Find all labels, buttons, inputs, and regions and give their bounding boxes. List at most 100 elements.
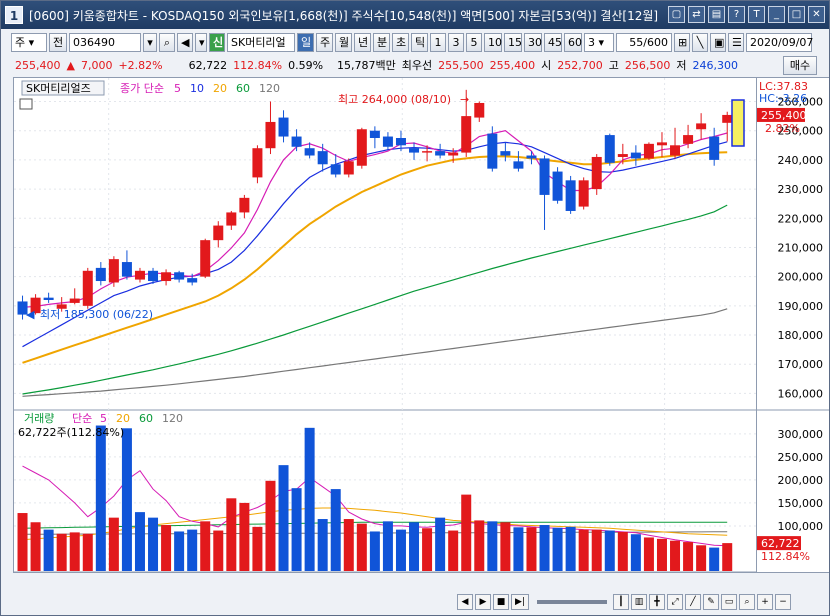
close-icon[interactable]: ✕ [808,6,825,23]
zoom-search-icon[interactable]: ⌕ [739,594,755,610]
scroll-stop-button[interactable]: ■ [493,594,509,610]
candle-body [395,138,406,146]
candle-body [643,143,654,159]
chart-type-icon[interactable]: ▥ [631,594,647,610]
interval-5[interactable]: 5 [466,32,482,52]
volume-tag-bg [757,536,801,551]
volume-bar [239,502,250,571]
calc-icon [19,98,33,110]
volume-tick-label: 300,000 [778,428,824,441]
settings-icon[interactable]: ☰ [728,32,744,52]
up-arrow-icon: ▲ [66,58,75,72]
volume-bar [317,519,328,571]
volume-last-pct-tag: 112.84% [761,550,810,563]
data-count[interactable]: 55/600 [616,32,672,52]
search-icon[interactable]: ⌕ [159,32,175,52]
crosshair-icon[interactable]: ╋ [649,594,665,610]
window-title: [0600] 키움종합차트 - KOSDAQ150 외국인보유[1,668(천)… [29,8,659,23]
ask-price: 255,500 [438,58,484,72]
last-price-tag-bg [757,107,805,122]
candle-body [422,151,433,153]
draw-line-icon[interactable]: ╲ [692,32,708,52]
period-minute[interactable]: 분 [373,32,390,52]
volume-bar [487,521,498,571]
chart-canvas[interactable]: SK머티리얼즈 종가 단순 5 10 20 60 120 최고 264,000 (08/10)… [14,78,756,588]
minimize-icon[interactable]: _ [768,6,785,23]
fit-icon[interactable]: ⤢ [667,594,683,610]
interval-30[interactable]: 30 [524,32,542,52]
zoom-slider[interactable] [537,600,607,604]
interval-60[interactable]: 60 [564,32,582,52]
volume-bar [683,542,694,571]
candle-body [239,197,250,213]
code-dropdown-icon[interactable]: ▾ [143,32,157,52]
candle-body [369,130,380,138]
indicator-icon[interactable]: ⊞ [674,32,690,52]
pin-icon[interactable]: T [748,6,765,23]
interval-3[interactable]: 3 [448,32,464,52]
interval-15[interactable]: 15 [504,32,522,52]
low-arrow-icon: ◀ [26,308,35,321]
ma-period-legend: 20 [213,82,227,95]
prev-button[interactable]: 전 [49,32,67,52]
candle-body [226,212,237,226]
interval-input[interactable]: 3 ▾ [584,32,614,52]
candle-body [670,145,681,156]
zoom-out-button[interactable]: − [775,594,791,610]
price-tick-label: 250,000 [778,125,824,138]
speaker-dropdown-icon[interactable]: ▾ [195,32,207,52]
interval-1[interactable]: 1 [430,32,446,52]
turnover-rate: 0.59% [288,58,324,72]
current-price: 255,400 [15,58,61,72]
help-icon[interactable]: ? [728,6,745,23]
save-icon[interactable]: ▤ [708,6,725,23]
price-tick-label: 230,000 [778,183,824,196]
scroll-prev-button[interactable]: ◀ [457,594,473,610]
interval-10[interactable]: 10 [484,32,502,52]
period-second[interactable]: 초 [392,32,409,52]
link-icon[interactable]: ⇄ [688,6,705,23]
candle-body [513,161,524,169]
volume-tick-label: 200,000 [778,474,824,487]
zoom-in-button[interactable]: + [757,594,773,610]
quote-bar: 255,400 ▲ 7,000 +2.82% 62,722 112.84% 0.… [1,55,829,75]
price-tick-label: 210,000 [778,241,824,254]
period-daily[interactable]: 일 [297,32,314,52]
eraser-icon[interactable]: ▭ [721,594,737,610]
chart-area[interactable]: SK머티리얼즈 종가 단순 5 10 20 60 120 최고 264,000 (08/10)… [13,77,757,588]
candle-body [121,262,132,277]
maximize-icon[interactable]: □ [788,6,805,23]
stock-code-input[interactable]: 036490 [69,32,141,52]
period-tick[interactable]: 틱 [411,32,428,52]
low-price: 246,300 [692,58,739,72]
candle-body [330,164,341,175]
save-chart-icon[interactable]: ▣ [710,32,726,52]
scroll-next-button[interactable]: ▶ [475,594,491,610]
date-input[interactable]: 2020/09/07 [746,32,813,52]
line-icon[interactable]: ╱ [685,594,701,610]
interval-45[interactable]: 45 [544,32,562,52]
open-label: 시 [541,59,552,72]
candle-body [630,152,641,159]
pencil-icon[interactable]: ✎ [703,594,719,610]
window-menu-icon[interactable]: ▢ [668,6,685,23]
volume-bar [69,532,80,571]
period-yearly[interactable]: 년 [354,32,371,52]
candle-icon[interactable]: ┃ [613,594,629,610]
price-tick-label: 180,000 [778,329,824,342]
period-weekly[interactable]: 주 [316,32,333,52]
candle-body [30,297,41,314]
candle-body [265,121,276,149]
volume-current-label: 62,722주(112.84%) [18,426,124,439]
candle-body [448,152,459,156]
candle-body [69,298,80,303]
buy-button[interactable]: 매수 [783,56,817,75]
candle-body [278,117,289,137]
period-type-select[interactable]: 주 ▾ [11,32,47,52]
period-monthly[interactable]: 월 [335,32,352,52]
scroll-end-button[interactable]: ▶| [511,594,529,610]
speaker-icon[interactable]: ◀ [177,32,193,52]
candle-body [500,151,511,156]
volume-bar [448,530,459,571]
volume-bar [108,517,119,571]
